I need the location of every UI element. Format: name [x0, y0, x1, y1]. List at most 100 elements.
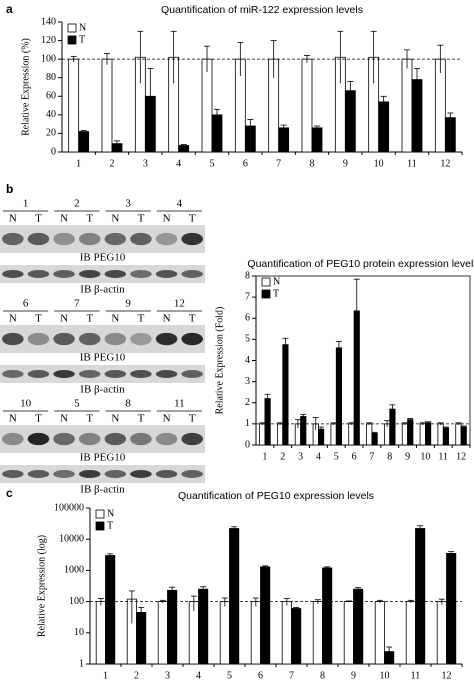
blot-band [155, 332, 178, 346]
y-tick-label: 4 [245, 355, 250, 366]
bar [348, 423, 355, 446]
x-tick-label: 12 [440, 158, 450, 169]
bar [264, 398, 271, 446]
y-tick-label: 120 [41, 35, 56, 46]
blot-band [130, 332, 152, 346]
y-axis-label: Relative Expression (Fold) [214, 307, 225, 415]
bar [371, 432, 378, 446]
y-tick-label: 1000 [64, 565, 84, 576]
blot-band [181, 332, 203, 346]
x-tick-label: 3 [143, 158, 148, 169]
blot-band [53, 232, 75, 246]
blot-band [2, 470, 24, 478]
bar [322, 567, 333, 665]
lane-number: 9 [125, 298, 131, 310]
blot-band [53, 432, 75, 446]
bar [68, 58, 80, 153]
lane-label: N [60, 413, 68, 425]
lane-label: N [163, 313, 171, 325]
bar [201, 58, 213, 153]
x-tick-label: 10 [374, 158, 384, 169]
y-tick-label: 7 [245, 291, 250, 302]
bar [425, 422, 432, 446]
lane-label: T [86, 213, 93, 225]
blot-band [2, 232, 24, 246]
chart-title: Quantification of miR-122 expression lev… [161, 4, 363, 16]
lane-number: 3 [125, 198, 131, 210]
blot-band [27, 370, 50, 378]
y-tick-label: 100 [41, 53, 56, 64]
panel-label: c [6, 486, 13, 500]
x-tick-label: 2 [110, 158, 115, 169]
x-tick-label: 4 [196, 670, 201, 681]
bar [401, 423, 408, 446]
bar [353, 588, 364, 665]
lane-number: 8 [125, 398, 131, 410]
y-tick-label: 10 [74, 627, 84, 638]
lane-label: T [86, 413, 93, 425]
x-tick-label: 10 [420, 451, 430, 462]
blot-band [2, 332, 24, 346]
bar [250, 601, 261, 665]
bar [318, 428, 325, 446]
bar [300, 416, 307, 446]
blot-band [53, 370, 75, 378]
blot-band [155, 470, 178, 478]
x-tick-label: 1 [76, 158, 81, 169]
x-tick-label: 7 [369, 451, 374, 462]
x-tick-label: 8 [387, 451, 392, 462]
bar [105, 555, 116, 665]
blot-band [78, 270, 101, 278]
lane-label: N [9, 413, 17, 425]
panel-label: b [6, 182, 13, 196]
lane-label: T [189, 313, 196, 325]
bar [276, 423, 284, 446]
panel-label: a [6, 2, 13, 16]
x-tick-label: 6 [258, 670, 263, 681]
x-tick-label: 5 [210, 158, 215, 169]
legend-swatch [261, 277, 271, 287]
bar [281, 601, 292, 665]
blot-image [0, 265, 205, 283]
blot-band [155, 432, 178, 446]
x-tick-label: 3 [165, 670, 170, 681]
bar [282, 344, 289, 446]
lane-label: N [111, 213, 119, 225]
bar [378, 101, 390, 153]
x-tick-label: 4 [316, 451, 321, 462]
lane-number: 7 [74, 298, 80, 310]
bar [335, 347, 342, 446]
y-tick-label: 100000 [54, 502, 84, 513]
lane-number: 4 [177, 198, 183, 210]
blot-band [104, 232, 127, 246]
legend-label: T [107, 520, 113, 531]
lane-label: T [35, 313, 42, 325]
bar [401, 58, 413, 153]
blot-band [130, 232, 152, 246]
bar [178, 145, 190, 153]
bar [330, 423, 337, 446]
y-tick-label: 100 [69, 596, 84, 607]
blot-band [130, 270, 152, 278]
blot-band [78, 432, 101, 446]
y-tick-label: 3 [245, 376, 250, 387]
x-tick-label: 1 [262, 451, 267, 462]
legend-swatch [261, 289, 271, 299]
lane-label: T [138, 213, 145, 225]
bar [291, 608, 302, 665]
blot-band [53, 470, 75, 478]
legend-label: N [107, 508, 114, 519]
blot-image [0, 365, 205, 383]
bar [301, 58, 313, 153]
x-tick-label: 11 [407, 158, 417, 169]
y-tick-label: 1 [245, 418, 250, 429]
bar [415, 528, 426, 665]
lane-label: N [111, 313, 119, 325]
blot-band [53, 270, 75, 278]
blot-target-label: IB PEG10 [80, 452, 126, 464]
lane-label: T [35, 413, 42, 425]
y-tick-label: 0 [245, 439, 250, 450]
lane-label: N [60, 213, 68, 225]
bar [157, 601, 168, 665]
